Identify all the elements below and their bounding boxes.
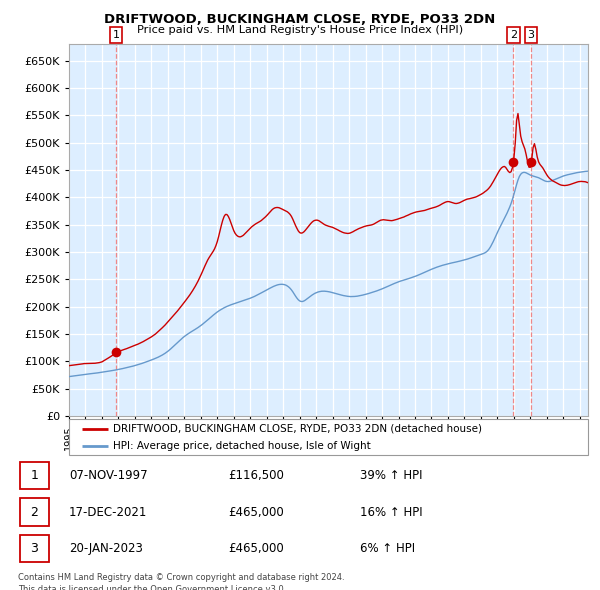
Text: £465,000: £465,000 [228, 542, 284, 556]
Text: 3: 3 [527, 30, 535, 40]
Bar [20, 535, 49, 562]
Text: 39% ↑ HPI: 39% ↑ HPI [360, 469, 422, 483]
Text: Price paid vs. HM Land Registry's House Price Index (HPI): Price paid vs. HM Land Registry's House … [137, 25, 463, 35]
Text: 16% ↑ HPI: 16% ↑ HPI [360, 506, 422, 519]
Text: DRIFTWOOD, BUCKINGHAM CLOSE, RYDE, PO33 2DN (detached house): DRIFTWOOD, BUCKINGHAM CLOSE, RYDE, PO33 … [113, 424, 482, 434]
Text: 2: 2 [509, 30, 517, 40]
Text: Contains HM Land Registry data © Crown copyright and database right 2024.
This d: Contains HM Land Registry data © Crown c… [18, 573, 344, 590]
Text: 17-DEC-2021: 17-DEC-2021 [69, 506, 148, 519]
Text: 1: 1 [112, 30, 119, 40]
Text: 07-NOV-1997: 07-NOV-1997 [69, 469, 148, 483]
Bar [20, 499, 49, 526]
Text: £116,500: £116,500 [228, 469, 284, 483]
Text: 20-JAN-2023: 20-JAN-2023 [69, 542, 143, 556]
Text: HPI: Average price, detached house, Isle of Wight: HPI: Average price, detached house, Isle… [113, 441, 371, 451]
Text: 1: 1 [31, 469, 38, 483]
Text: 6% ↑ HPI: 6% ↑ HPI [360, 542, 415, 556]
Text: 2: 2 [31, 506, 38, 519]
Text: 3: 3 [31, 542, 38, 556]
Bar [20, 462, 49, 489]
Text: DRIFTWOOD, BUCKINGHAM CLOSE, RYDE, PO33 2DN: DRIFTWOOD, BUCKINGHAM CLOSE, RYDE, PO33 … [104, 13, 496, 26]
Text: £465,000: £465,000 [228, 506, 284, 519]
